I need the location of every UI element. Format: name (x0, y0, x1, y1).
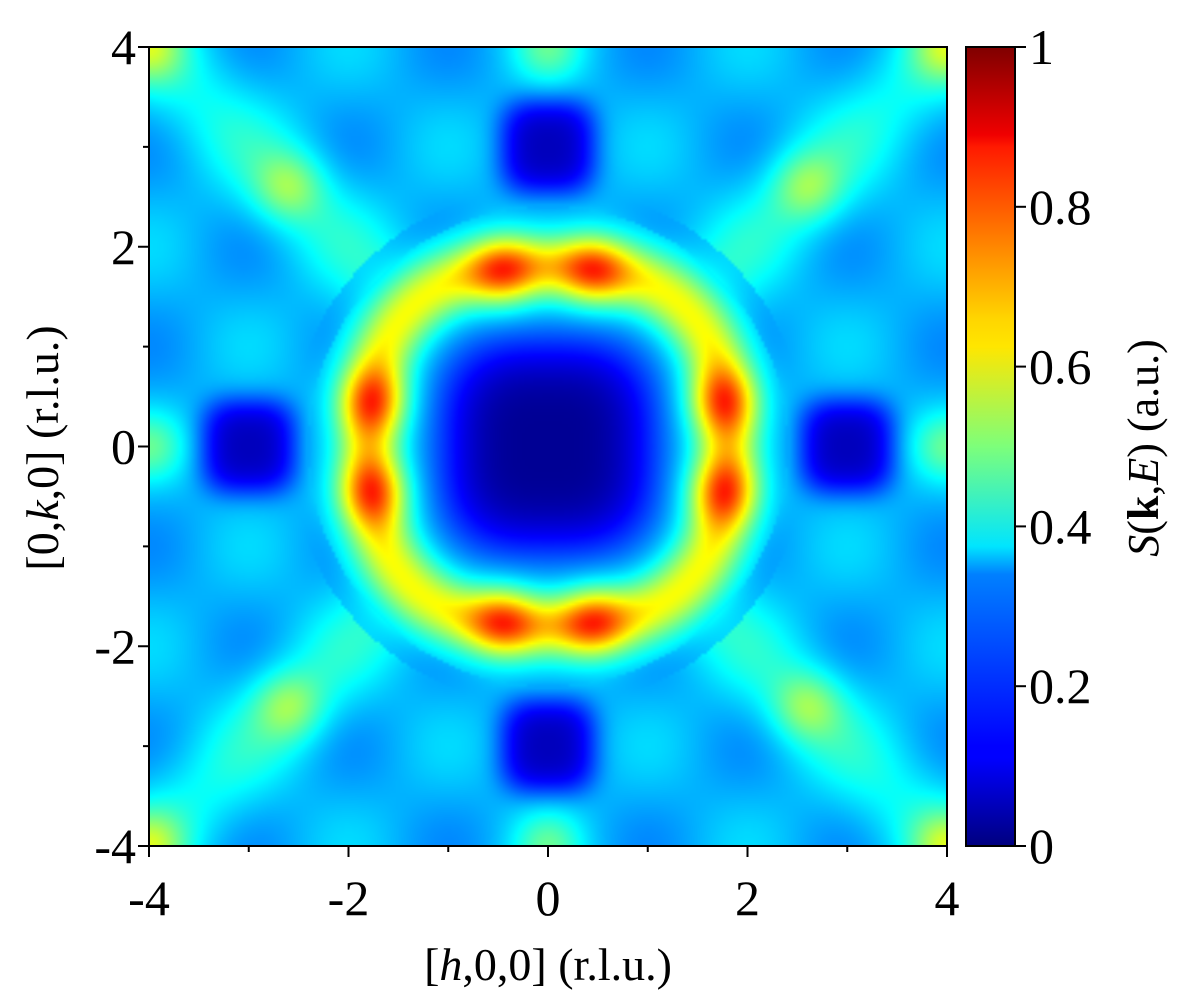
x-axis-label-var: h (439, 939, 462, 990)
colorbar-tick-labels: 0 0.2 0.4 0.6 0.8 1 (1029, 19, 1092, 874)
colorbar: 0 0.2 0.4 0.6 0.8 1 S(k,E) (a.u.) (965, 19, 1168, 874)
colorbar-frame (965, 46, 1016, 847)
colorbar-tick-label: 0.8 (1029, 179, 1092, 235)
x-axis-label-suffix: ,0,0] (r.l.u.) (462, 939, 672, 990)
colorbar-tick-label: 0.4 (1029, 498, 1092, 554)
colorbar-ticks (1015, 46, 1026, 847)
colorbar-tick-label: 0 (1029, 818, 1054, 874)
colorbar-tick-label: 1 (1029, 19, 1054, 75)
y-axis-label-suffix: ,0] (r.l.u.) (17, 325, 68, 500)
x-tick-label: 0 (536, 870, 561, 926)
x-tick-label: 4 (935, 870, 960, 926)
colorbar-label-close: ) (1119, 443, 1168, 458)
y-axis-ticks (138, 46, 149, 847)
x-axis-label-prefix: [ (424, 939, 439, 990)
y-tick-label: 4 (111, 19, 136, 75)
colorbar-label-k: k (1119, 495, 1168, 520)
colorbar-label: S(k,E) (a.u.) (1119, 339, 1168, 557)
heatmap-image (149, 47, 947, 846)
y-axis-tick-labels: -4 -2 0 2 4 (94, 19, 136, 874)
x-tick-label: -4 (128, 870, 170, 926)
y-tick-label: 0 (111, 419, 136, 475)
y-tick-label: -4 (94, 818, 136, 874)
colorbar-label-open: ( (1119, 520, 1168, 535)
colorbar-gradient (966, 47, 1015, 846)
x-axis-ticks (148, 846, 948, 857)
colorbar-label-s: S (1119, 535, 1168, 557)
x-axis-tick-labels: -4 -2 0 2 4 (128, 870, 959, 926)
plot-area (148, 46, 948, 847)
y-axis-label-var: k (17, 499, 68, 521)
y-axis-label: [0,k,0] (r.l.u.) (17, 325, 68, 570)
y-axis-label-prefix: [0, (17, 521, 68, 571)
x-tick-label: -2 (328, 870, 370, 926)
y-tick-label: -2 (94, 618, 136, 674)
x-axis-label: [h,0,0] (r.l.u.) (424, 939, 672, 990)
colorbar-tick-label: 0.6 (1029, 339, 1092, 395)
colorbar-label-e: E (1119, 458, 1168, 486)
colorbar-label-suffix: (a.u.) (1119, 339, 1168, 443)
colorbar-tick-label: 0.2 (1029, 658, 1092, 714)
x-tick-label: 2 (735, 870, 760, 926)
colorbar-label-comma: , (1119, 485, 1168, 496)
y-tick-label: 2 (111, 219, 136, 275)
